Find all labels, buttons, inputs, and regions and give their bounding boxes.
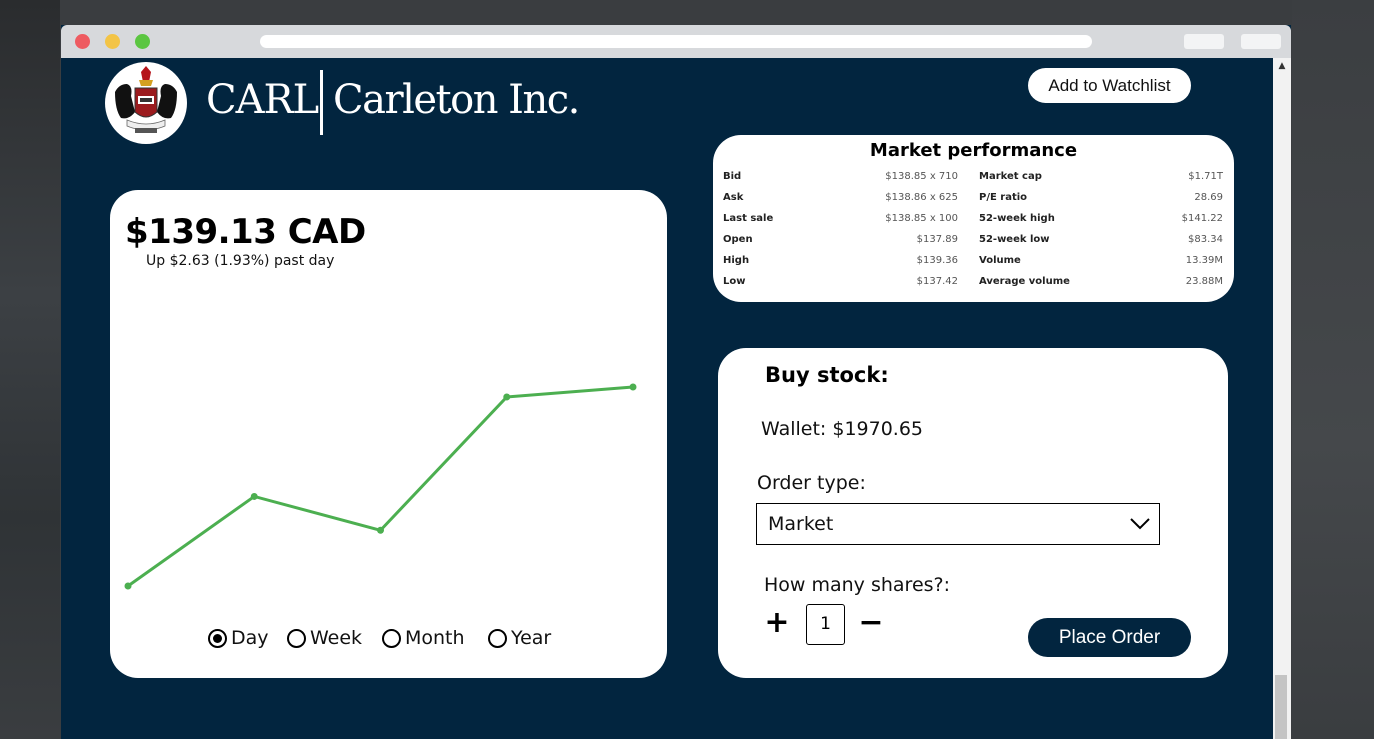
close-window-button[interactable] [75,34,90,49]
address-bar[interactable] [260,35,1092,48]
perf-row-52w-high: 52-week high $141.22 [979,213,1223,227]
price-chart-card: $139.13 CAD Up $2.63 (1.93%) past day Da… [110,190,667,678]
desktop-background [0,0,60,739]
add-to-watchlist-button[interactable]: Add to Watchlist [1028,68,1191,103]
perf-value: 13.39M [1185,255,1223,266]
perf-label: P/E ratio [979,192,1028,203]
perf-row-bid: Bid $138.85 x 710 [723,171,958,185]
chart-series-line [127,385,634,588]
perf-row-volume: Volume 13.39M [979,255,1223,269]
perf-label: Open [723,234,753,245]
perf-label: 52-week high [979,213,1055,224]
perf-value: $137.89 [916,234,958,245]
market-performance-title: Market performance [869,140,1078,161]
perf-row-ask: Ask $138.86 x 625 [723,192,958,206]
perf-label: Market cap [979,171,1042,182]
perf-row-average-volume: Average volume 23.88M [979,276,1223,290]
buy-stock-title: Buy stock: [765,363,889,387]
perf-value: $138.85 x 710 [885,171,958,182]
desktop-background-right [1292,0,1374,739]
company-logo [105,62,187,144]
range-option-month[interactable]: Month [382,623,465,653]
perf-value: $138.86 x 625 [885,192,958,203]
scroll-up-arrow-icon[interactable]: ▲ [1278,61,1286,71]
brand-ticker: CARL [206,77,319,123]
range-label-month: Month [405,627,465,649]
toolbar-button[interactable] [1184,34,1224,49]
range-option-year[interactable]: Year [488,623,551,653]
chart-point-2 [250,492,258,500]
increase-quantity-button[interactable]: + [764,605,790,640]
scrollbar-track[interactable] [1273,58,1291,739]
market-performance-card: Market performance Bid $138.85 x 710 Ask… [713,135,1234,302]
quantity-input[interactable]: 1 [806,604,845,645]
perf-label: Ask [723,192,744,203]
current-price: $139.13 CAD [125,212,366,252]
perf-value: 28.69 [1194,192,1223,203]
perf-label: Volume [979,255,1021,266]
order-type-value: Market [768,513,834,535]
price-change: Up $2.63 (1.93%) past day [146,253,335,269]
perf-value: $83.34 [1188,234,1223,245]
place-order-button[interactable]: Place Order [1028,618,1191,657]
browser-window: ▲ CARL Carleton Inc. Add to Watchlist $1… [61,25,1291,739]
perf-label: 52-week low [979,234,1050,245]
browser-titlebar [61,25,1291,58]
minimize-window-button[interactable] [105,34,120,49]
order-type-label: Order type: [757,472,866,494]
perf-value: $138.85 x 100 [885,213,958,224]
decrease-quantity-button[interactable]: − [858,605,884,640]
range-radio-week[interactable] [287,628,306,648]
range-option-day[interactable]: Day [208,623,269,653]
perf-value: $139.36 [916,255,958,266]
range-label-day: Day [231,627,269,649]
scrollbar-thumb[interactable] [1275,675,1287,739]
perf-row-pe-ratio: P/E ratio 28.69 [979,192,1223,206]
range-label-year: Year [511,627,552,649]
chevron-down-icon [1130,518,1150,530]
toolbar-button[interactable] [1241,34,1281,49]
perf-row-52w-low: 52-week low $83.34 [979,234,1223,248]
range-radio-day[interactable] [208,628,227,648]
perf-value: $141.22 [1181,213,1223,224]
perf-row-market-cap: Market cap $1.71T [979,171,1223,185]
price-line-chart [124,383,637,590]
perf-row-open: Open $137.89 [723,234,958,248]
range-radio-month[interactable] [382,628,401,648]
maximize-window-button[interactable] [135,34,150,49]
perf-label: Bid [723,171,742,182]
perf-label: High [723,255,750,266]
perf-row-last-sale: Last sale $138.85 x 100 [723,213,958,227]
perf-label: Last sale [723,213,774,224]
perf-value: 23.88M [1185,276,1223,287]
chart-point-5 [629,383,637,391]
wallet-balance: Wallet: $1970.65 [761,418,924,440]
chart-point-1 [124,582,132,590]
perf-value: $137.42 [916,276,958,287]
perf-label: Average volume [979,276,1070,287]
perf-row-high: High $139.36 [723,255,958,269]
brand-divider [320,70,323,135]
range-option-week[interactable]: Week [287,623,362,653]
brand-company-name: Carleton Inc. [333,77,580,123]
order-type-select[interactable]: Market [756,503,1160,545]
perf-value: $1.71T [1188,171,1223,182]
range-label-week: Week [310,627,363,649]
buy-stock-card: Buy stock: Wallet: $1970.65 Order type: … [718,348,1228,678]
perf-row-low: Low $137.42 [723,276,958,290]
perf-label: Low [723,276,746,287]
chart-point-3 [377,526,384,534]
shares-label: How many shares?: [764,574,951,596]
range-radio-year[interactable] [488,628,507,648]
chart-point-4 [503,393,511,401]
